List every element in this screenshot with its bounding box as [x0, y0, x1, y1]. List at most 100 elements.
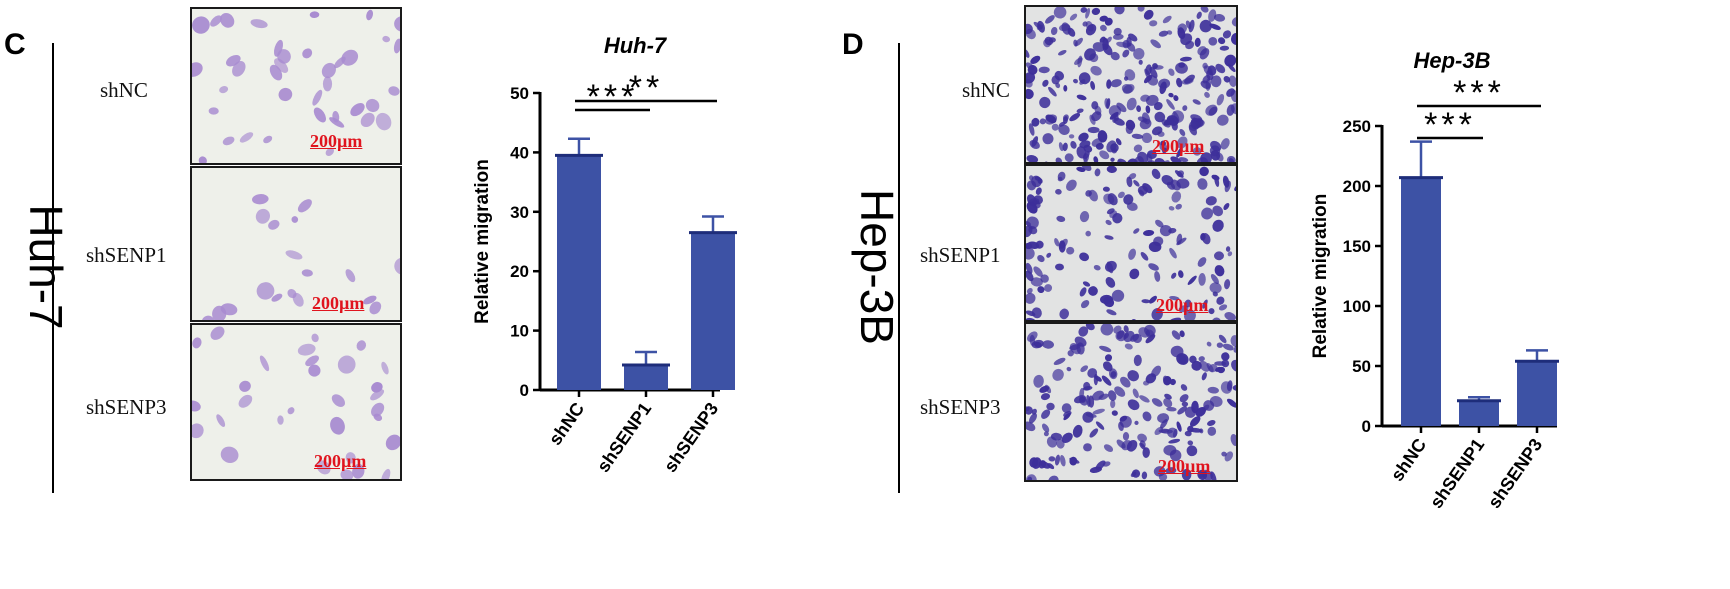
stained-cell	[192, 423, 204, 439]
stained-cell	[1202, 470, 1213, 480]
stained-cell	[208, 107, 219, 115]
stained-cell	[1142, 411, 1152, 422]
stained-cell	[1051, 123, 1059, 131]
stained-cell	[250, 19, 268, 29]
stained-cell	[1067, 349, 1074, 357]
stained-cell	[1122, 432, 1130, 441]
stained-cell	[1154, 270, 1161, 282]
stained-cell	[1104, 98, 1110, 110]
stained-cell	[1166, 406, 1177, 412]
micrograph-hep3b-shsenp3	[1024, 322, 1238, 482]
stained-cell	[1030, 55, 1041, 65]
stained-cell	[1103, 444, 1114, 452]
scale-bar-label: 200µm	[1152, 136, 1205, 156]
stained-cell	[1178, 270, 1184, 278]
stained-cell	[1225, 246, 1231, 252]
x-tick-label: shSENP3	[1484, 435, 1546, 512]
stained-cell	[1107, 193, 1118, 206]
stained-cell	[1142, 447, 1150, 458]
stained-cell	[381, 361, 389, 375]
stained-cell	[1117, 158, 1127, 162]
stained-cell	[1126, 439, 1138, 452]
stained-cell	[385, 434, 400, 451]
stained-cell	[1234, 184, 1236, 192]
micrograph-hep3b-shsenp1	[1024, 164, 1238, 322]
stained-cell	[1029, 457, 1039, 468]
stained-cell	[1090, 65, 1102, 76]
scale-bar-label: 200µm	[312, 293, 365, 313]
stained-cell	[1194, 37, 1201, 47]
stained-cell	[1053, 7, 1067, 19]
stained-cell	[269, 64, 283, 81]
stained-cell	[1166, 99, 1175, 110]
stained-cell	[1133, 354, 1142, 367]
stained-cell	[1087, 126, 1100, 134]
stained-cell	[255, 208, 270, 224]
stained-cell	[1052, 368, 1064, 381]
stained-cell	[210, 15, 222, 27]
stained-cell	[1228, 158, 1235, 162]
stained-cell	[1201, 233, 1211, 245]
stained-cell	[1141, 471, 1148, 480]
stained-cell	[1162, 15, 1172, 24]
stained-cell	[1168, 317, 1182, 320]
stained-cell	[1211, 174, 1220, 181]
stained-cell	[1106, 309, 1117, 316]
stained-cell	[1092, 408, 1105, 415]
stained-cell	[277, 415, 284, 425]
stained-cell	[271, 293, 283, 302]
stained-cell	[1087, 368, 1098, 378]
stained-cell	[1101, 375, 1112, 386]
stained-cell	[1218, 304, 1228, 311]
stained-cell	[1069, 13, 1078, 21]
stained-cell	[1232, 384, 1236, 391]
stained-cell	[381, 468, 391, 479]
stained-cell	[1026, 317, 1037, 320]
stained-cell	[1083, 481, 1089, 482]
stained-cell	[1026, 292, 1036, 304]
stained-cell	[369, 301, 382, 315]
stained-cell	[1083, 381, 1091, 391]
stained-cell	[1233, 345, 1236, 353]
stained-cell	[1220, 138, 1230, 150]
stained-cell	[1039, 118, 1046, 125]
stained-cell	[1196, 11, 1202, 19]
stained-cell	[1026, 270, 1034, 282]
stained-cell	[1085, 413, 1097, 418]
stained-cell	[1140, 94, 1150, 102]
stained-cell	[1104, 354, 1113, 362]
stained-cell	[1197, 257, 1207, 267]
stained-cell	[1192, 147, 1202, 156]
stained-cell	[219, 86, 229, 94]
stained-cell	[1102, 37, 1109, 51]
stained-cell	[1199, 428, 1204, 434]
stained-cell	[1116, 439, 1126, 449]
stained-cell	[337, 355, 356, 374]
stained-cell	[1145, 334, 1156, 344]
stained-cell	[1107, 390, 1117, 401]
stained-cell	[1028, 226, 1038, 235]
stained-cell	[1116, 102, 1127, 113]
stained-cell	[1209, 282, 1222, 294]
stained-cell	[1029, 413, 1037, 424]
stained-cell	[1091, 111, 1102, 122]
stained-cell	[1161, 160, 1170, 162]
stained-cell	[1168, 206, 1175, 211]
stained-cell	[1064, 153, 1074, 162]
stained-cell	[1026, 406, 1033, 415]
stained-cell	[1078, 326, 1089, 337]
stained-cell	[1138, 59, 1143, 65]
stained-cell	[1144, 324, 1156, 337]
stained-cell	[394, 16, 400, 32]
stained-cell	[350, 103, 365, 117]
stained-cell	[1203, 400, 1215, 411]
stained-cell	[1092, 42, 1105, 52]
stained-cell	[1226, 380, 1233, 392]
stained-cell	[1046, 402, 1055, 411]
stained-cell	[1037, 286, 1045, 294]
stained-cell	[1127, 370, 1139, 382]
stained-cell	[1139, 118, 1152, 130]
stained-cell	[1114, 7, 1125, 15]
stained-cell	[1076, 146, 1087, 159]
stained-cell	[1216, 94, 1225, 106]
